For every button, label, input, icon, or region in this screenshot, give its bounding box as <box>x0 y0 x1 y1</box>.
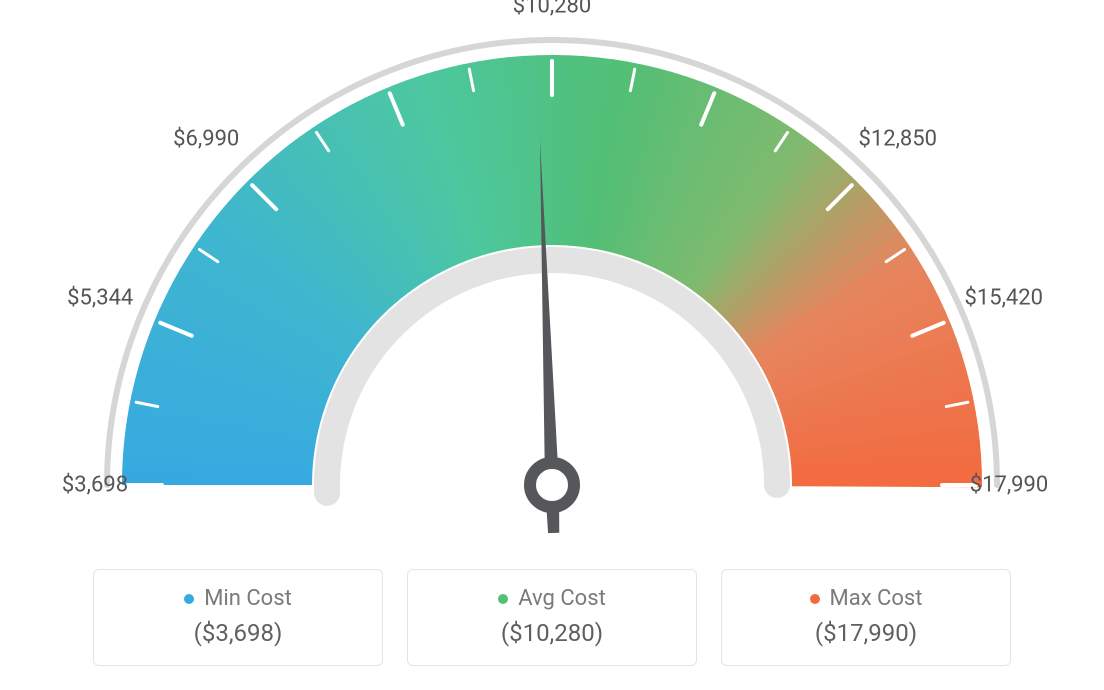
gauge-tick-label: $10,280 <box>513 0 592 19</box>
legend-title-text: Avg Cost <box>518 586 606 611</box>
legend-card-min: Min Cost ($3,698) <box>93 569 383 666</box>
dot-icon <box>498 594 508 604</box>
gauge-chart: $3,698 $5,344 $6,990 $10,280 $12,850 $15,420 $… <box>0 0 1104 690</box>
legend-title-text: Max Cost <box>830 586 923 611</box>
gauge-svg <box>0 0 1104 560</box>
legend-title-max: Max Cost <box>810 586 923 611</box>
legend-value-max: ($17,990) <box>734 619 998 647</box>
legend-title-avg: Avg Cost <box>498 586 606 611</box>
dot-icon <box>184 594 194 604</box>
legend-row: Min Cost ($3,698) Avg Cost ($10,280) Max… <box>0 569 1104 666</box>
legend-value-avg: ($10,280) <box>420 619 684 647</box>
legend-card-avg: Avg Cost ($10,280) <box>407 569 697 666</box>
gauge-tick-label: $3,698 <box>62 473 128 498</box>
legend-title-min: Min Cost <box>184 586 292 611</box>
legend-card-max: Max Cost ($17,990) <box>721 569 1011 666</box>
legend-title-text: Min Cost <box>204 586 292 611</box>
gauge-tick-label: $12,850 <box>859 127 938 152</box>
gauge-tick-label: $15,420 <box>965 285 1044 310</box>
legend-value-min: ($3,698) <box>106 619 370 647</box>
gauge-tick-label: $5,344 <box>67 285 133 310</box>
gauge-tick-label: $17,990 <box>970 473 1049 498</box>
gauge-tick-label: $6,990 <box>173 127 239 152</box>
dot-icon <box>810 594 820 604</box>
